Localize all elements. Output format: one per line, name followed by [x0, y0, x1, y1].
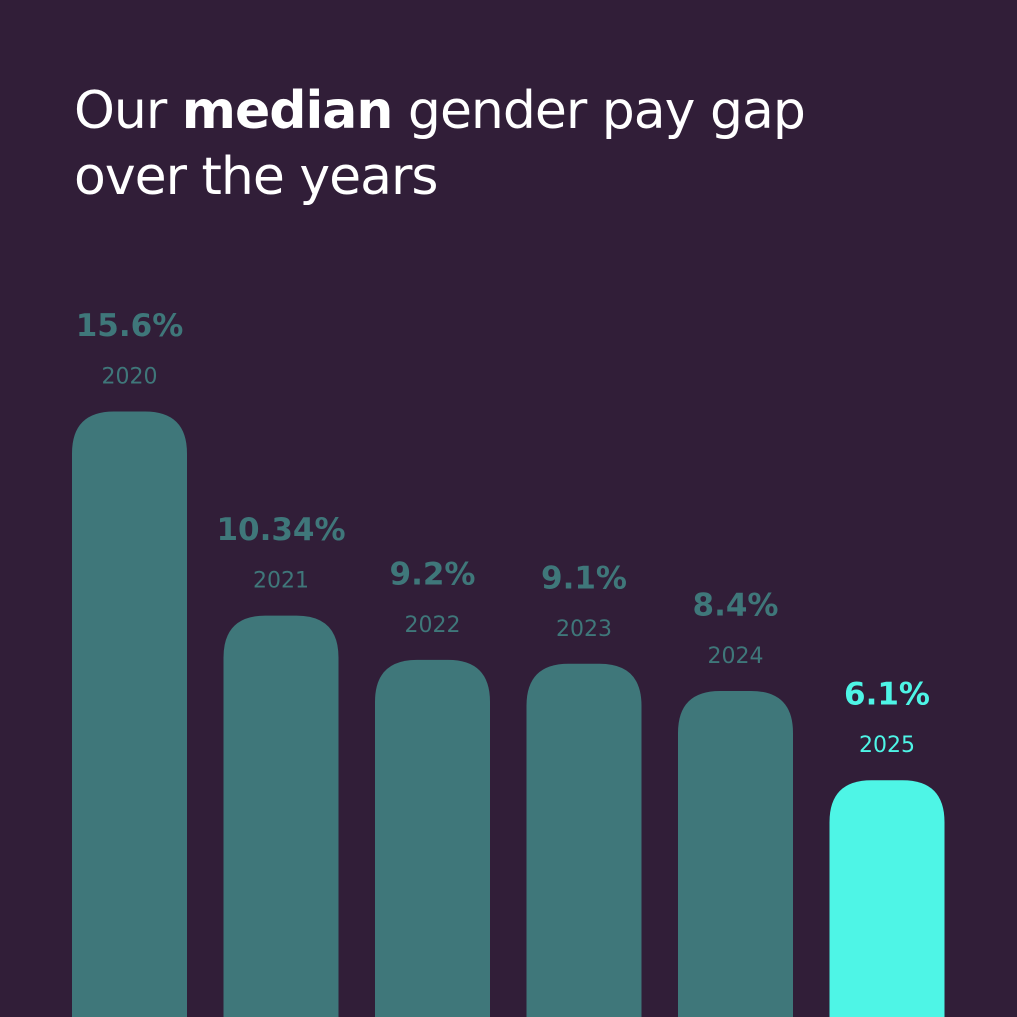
- category-label: 2022: [405, 613, 461, 638]
- title-run: median: [181, 81, 394, 141]
- value-label: 10.34%: [216, 512, 345, 548]
- chart-title: Our median gender pay gap over the years: [74, 78, 834, 210]
- bar: [678, 690, 793, 1017]
- category-label: 2024: [708, 644, 764, 669]
- title-run: Our: [74, 81, 182, 141]
- value-label: 6.1%: [844, 677, 930, 713]
- bar: [375, 659, 490, 1017]
- bar: [526, 663, 642, 1017]
- category-label: 2025: [859, 733, 915, 758]
- value-label: 15.6%: [76, 308, 184, 344]
- title-run: gender pay gap over the years: [74, 81, 821, 207]
- category-label: 2020: [102, 364, 158, 389]
- bar: [223, 615, 339, 1017]
- value-label: 8.4%: [693, 587, 779, 623]
- category-label: 2023: [556, 617, 612, 642]
- value-label: 9.1%: [541, 560, 627, 596]
- value-label: 9.2%: [390, 556, 476, 592]
- bar: [72, 411, 187, 1017]
- bar: [829, 780, 945, 1017]
- category-label: 2021: [253, 569, 309, 594]
